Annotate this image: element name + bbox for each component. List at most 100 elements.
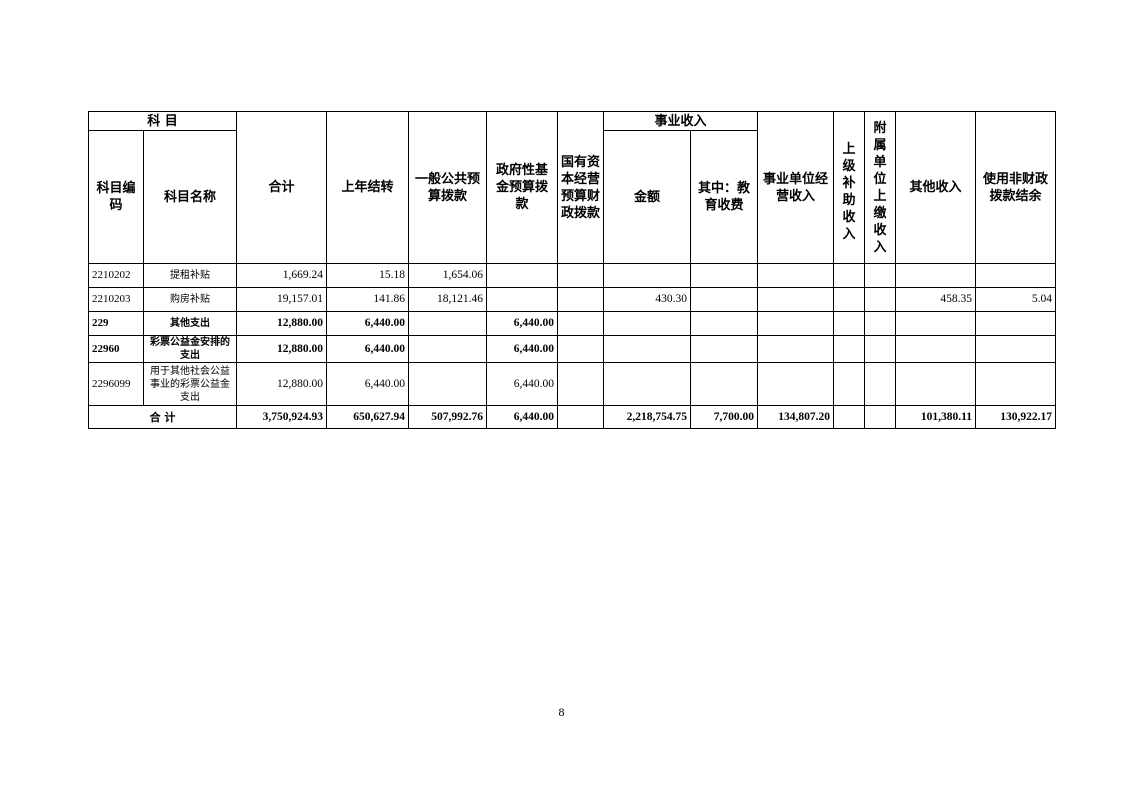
total-row: 合 计 3,750,924.93 650,627.94 507,992.76 6,440…	[88, 405, 1057, 429]
row-value	[757, 335, 835, 363]
row-code: 2210202	[88, 263, 144, 288]
total-value	[557, 405, 604, 429]
row-value: 12,880.00	[236, 335, 327, 363]
row-value	[975, 335, 1057, 363]
row-value	[833, 362, 866, 406]
row-value: 430.30	[603, 287, 691, 312]
row-value	[895, 335, 977, 363]
table-row: 2296099 用于其他社会公益事业的彩票公益金支出 12,880.00 6,440.…	[88, 362, 1057, 406]
total-value: 507,992.76	[408, 405, 487, 429]
budget-table: 科 目 合计 上年结转 一般公共预算拨款 政府性基金预算拨款 国有资本经营预算财…	[88, 111, 1057, 429]
table-row: 2210203 购房补贴 19,157.01 141.86 18,121.46 430.3…	[88, 287, 1057, 312]
row-value	[975, 362, 1057, 406]
row-value	[864, 263, 897, 288]
row-value: 6,440.00	[326, 335, 409, 363]
row-value: 12,880.00	[236, 362, 327, 406]
row-value	[603, 263, 691, 288]
row-value	[864, 311, 897, 336]
row-value	[408, 311, 487, 336]
row-value: 6,440.00	[486, 362, 558, 406]
row-value: 1,669.24	[236, 263, 327, 288]
row-code: 2296099	[88, 362, 144, 406]
header-total: 合计	[236, 111, 327, 264]
header-operating-income: 事业单位经营收入	[757, 111, 835, 264]
total-value: 101,380.11	[895, 405, 977, 429]
row-value: 12,880.00	[236, 311, 327, 336]
row-name: 彩票公益金安排的支出	[143, 335, 237, 363]
total-value	[864, 405, 897, 429]
row-value	[895, 362, 977, 406]
row-value: 141.86	[326, 287, 409, 312]
row-value: 19,157.01	[236, 287, 327, 312]
total-value: 130,922.17	[975, 405, 1057, 429]
row-value	[833, 335, 866, 363]
row-value: 18,121.46	[408, 287, 487, 312]
page-number: 8	[558, 705, 565, 719]
row-value	[833, 311, 866, 336]
row-value: 6,440.00	[326, 362, 409, 406]
row-value	[408, 335, 487, 363]
row-code: 2210203	[88, 287, 144, 312]
row-value: 1,654.06	[408, 263, 487, 288]
header-subject: 科 目	[88, 111, 237, 131]
header-affiliated-income: 附属单位上缴收入	[864, 111, 897, 264]
row-value	[557, 362, 604, 406]
row-name: 购房补贴	[143, 287, 237, 312]
header-general-budget: 一般公共预算拨款	[408, 111, 487, 264]
row-value	[975, 311, 1057, 336]
row-value	[757, 263, 835, 288]
row-value: 6,440.00	[486, 335, 558, 363]
row-value	[689, 335, 759, 363]
row-value	[557, 287, 604, 312]
header-business-income: 事业收入	[602, 111, 759, 131]
table-row: 229 其他支出 12,880.00 6,440.00 6,440.00	[88, 311, 1057, 336]
row-value	[689, 263, 759, 288]
row-value	[689, 311, 759, 336]
total-value	[833, 405, 866, 429]
total-label: 合 计	[88, 405, 237, 429]
header-education-fee: 其中：教育收费	[689, 130, 759, 264]
row-value	[486, 287, 558, 312]
header-superior-subsidy: 上级补助收入	[833, 111, 866, 264]
row-value: 6,440.00	[326, 311, 409, 336]
table-row: 22960 彩票公益金安排的支出 12,880.00 6,440.00 6,440.00	[88, 335, 1057, 363]
row-value	[757, 287, 835, 312]
header-code: 科目编码	[88, 130, 144, 264]
header-name: 科目名称	[143, 130, 237, 264]
table-row: 2210202 提租补贴 1,669.24 15.18 1,654.06	[88, 263, 1057, 288]
row-name: 提租补贴	[143, 263, 237, 288]
row-code: 22960	[88, 335, 144, 363]
row-value	[757, 311, 835, 336]
header-carryover: 上年结转	[326, 111, 409, 264]
row-name: 其他支出	[143, 311, 237, 336]
row-value	[895, 311, 977, 336]
total-value: 650,627.94	[326, 405, 409, 429]
row-value: 458.35	[895, 287, 977, 312]
row-value	[757, 362, 835, 406]
row-value	[689, 362, 759, 406]
header-non-fiscal-balance: 使用非财政拨款结余	[975, 111, 1057, 264]
row-value	[557, 335, 604, 363]
row-name: 用于其他社会公益事业的彩票公益金支出	[143, 362, 237, 406]
header-state-capital: 国有资本经营预算财政拨款	[557, 111, 604, 264]
row-value	[975, 263, 1057, 288]
row-value: 6,440.00	[486, 311, 558, 336]
row-value	[603, 311, 691, 336]
row-value	[864, 335, 897, 363]
row-value	[557, 263, 604, 288]
row-value	[408, 362, 487, 406]
row-value	[486, 263, 558, 288]
row-value	[603, 362, 691, 406]
total-value: 3,750,924.93	[236, 405, 327, 429]
row-value	[557, 311, 604, 336]
row-value: 5.04	[975, 287, 1057, 312]
header-amount: 金额	[603, 130, 691, 264]
header-other-income: 其他收入	[895, 111, 977, 264]
total-value: 134,807.20	[757, 405, 835, 429]
row-value	[603, 335, 691, 363]
row-value	[833, 263, 866, 288]
total-value: 7,700.00	[689, 405, 759, 429]
total-value: 6,440.00	[486, 405, 558, 429]
row-code: 229	[88, 311, 144, 336]
row-value	[864, 362, 897, 406]
